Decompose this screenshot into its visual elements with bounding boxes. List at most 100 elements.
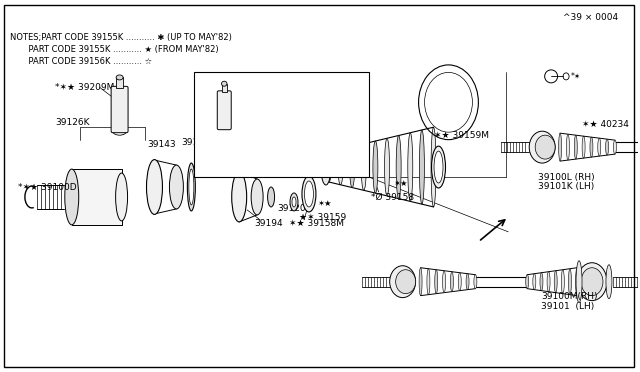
Ellipse shape — [326, 152, 332, 182]
Text: 39194: 39194 — [254, 219, 283, 228]
Text: 39143: 39143 — [147, 140, 176, 149]
Ellipse shape — [581, 268, 603, 296]
Ellipse shape — [419, 130, 424, 204]
Ellipse shape — [535, 135, 555, 159]
Ellipse shape — [147, 160, 163, 214]
Text: 39100M(RH): 39100M(RH) — [541, 292, 598, 301]
Bar — [221, 84, 227, 92]
Ellipse shape — [361, 144, 366, 190]
Text: *Ø 39158: *Ø 39158 — [371, 192, 414, 202]
Ellipse shape — [390, 266, 415, 298]
Ellipse shape — [116, 75, 123, 80]
Ellipse shape — [434, 151, 443, 183]
Ellipse shape — [116, 173, 127, 221]
Text: ✶★ 39159M: ✶★ 39159M — [433, 131, 488, 140]
Ellipse shape — [303, 113, 305, 127]
Bar — [195, 73, 369, 177]
Ellipse shape — [606, 265, 612, 299]
Ellipse shape — [373, 141, 378, 193]
Ellipse shape — [232, 172, 246, 222]
Ellipse shape — [451, 272, 453, 292]
Ellipse shape — [590, 137, 593, 157]
Ellipse shape — [408, 133, 413, 201]
Ellipse shape — [443, 271, 445, 293]
Bar — [116, 77, 123, 88]
Ellipse shape — [240, 114, 244, 127]
Ellipse shape — [466, 274, 469, 290]
Text: PART CODE 39155K ........... ★ (FROM MAY'82): PART CODE 39155K ........... ★ (FROM MAY… — [10, 45, 219, 54]
Text: NOTES;PART CODE 39155K ........... ✱ (UP TO MAY'82): NOTES;PART CODE 39155K ........... ✱ (UP… — [10, 33, 232, 42]
Ellipse shape — [338, 149, 343, 185]
Ellipse shape — [298, 113, 301, 128]
Ellipse shape — [312, 114, 316, 126]
Ellipse shape — [574, 135, 577, 159]
Ellipse shape — [540, 273, 543, 291]
Ellipse shape — [605, 139, 609, 155]
Text: ✶★: ✶★ — [394, 180, 408, 189]
Ellipse shape — [577, 263, 607, 301]
Ellipse shape — [238, 111, 246, 129]
Ellipse shape — [419, 268, 422, 296]
Text: DIE: DIE — [200, 159, 217, 169]
Text: 39100L (RH): 39100L (RH) — [538, 173, 595, 182]
Ellipse shape — [189, 169, 194, 205]
Ellipse shape — [396, 135, 401, 199]
Ellipse shape — [321, 149, 331, 185]
Text: *✶★ 39209M: *✶★ 39209M — [55, 83, 114, 92]
Text: ★✶ 39159: ★✶ 39159 — [299, 212, 346, 221]
FancyBboxPatch shape — [217, 91, 231, 130]
FancyBboxPatch shape — [111, 86, 128, 133]
Ellipse shape — [385, 138, 390, 196]
Ellipse shape — [290, 193, 298, 211]
Ellipse shape — [317, 111, 327, 129]
Ellipse shape — [268, 110, 271, 130]
Ellipse shape — [302, 176, 316, 212]
Ellipse shape — [305, 181, 314, 207]
Ellipse shape — [431, 146, 445, 188]
Ellipse shape — [458, 273, 461, 291]
Text: PART CODE 39156K ........... ☆: PART CODE 39156K ........... ☆ — [10, 57, 152, 66]
Ellipse shape — [65, 169, 79, 225]
Text: *✶★ 39100D: *✶★ 39100D — [18, 183, 77, 192]
Ellipse shape — [431, 127, 436, 207]
Text: 39101  (LH): 39101 (LH) — [541, 302, 595, 311]
Ellipse shape — [566, 134, 570, 160]
Ellipse shape — [424, 73, 472, 132]
Ellipse shape — [273, 110, 276, 130]
Ellipse shape — [533, 274, 536, 290]
Ellipse shape — [435, 270, 438, 294]
Ellipse shape — [221, 81, 227, 86]
Ellipse shape — [292, 112, 296, 128]
Ellipse shape — [349, 147, 355, 187]
Text: ^39 × 0004: ^39 × 0004 — [563, 13, 618, 22]
Text: ✶★: ✶★ — [317, 199, 332, 208]
Ellipse shape — [307, 113, 310, 127]
Ellipse shape — [547, 272, 550, 292]
Bar — [72, 169, 122, 225]
Ellipse shape — [575, 268, 579, 296]
Ellipse shape — [282, 112, 285, 129]
Ellipse shape — [554, 271, 557, 293]
Ellipse shape — [251, 179, 263, 215]
Text: 39268K: 39268K — [274, 80, 308, 89]
Text: *✶: *✶ — [571, 72, 581, 81]
Text: *✶★ 39209: *✶★ 39209 — [214, 76, 266, 85]
Ellipse shape — [576, 261, 582, 302]
Ellipse shape — [287, 112, 291, 129]
Ellipse shape — [268, 187, 275, 207]
Text: 39126K: 39126K — [55, 118, 90, 127]
Ellipse shape — [613, 140, 616, 154]
Ellipse shape — [568, 269, 572, 295]
Text: 39144: 39144 — [181, 138, 210, 147]
Ellipse shape — [582, 136, 585, 158]
Ellipse shape — [170, 165, 184, 209]
Ellipse shape — [292, 197, 296, 207]
Text: 39101K (LH): 39101K (LH) — [538, 182, 595, 190]
Ellipse shape — [396, 270, 415, 294]
Text: ✶★ 40234: ✶★ 40234 — [582, 120, 629, 129]
Ellipse shape — [561, 270, 564, 294]
Text: ✶★ 39158M: ✶★ 39158M — [289, 219, 344, 228]
Ellipse shape — [474, 275, 477, 289]
Ellipse shape — [598, 138, 601, 156]
Text: 39120: 39120 — [277, 205, 306, 214]
